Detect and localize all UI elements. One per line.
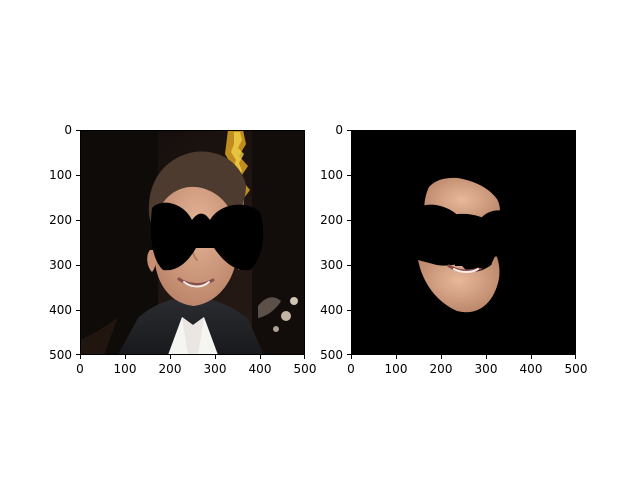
left-x-tick-label-300: 300 (203, 362, 227, 376)
left-x-tick-mark (304, 355, 305, 359)
left-y-tick-mark (76, 310, 80, 311)
right-x-tick-label-200: 200 (429, 362, 453, 376)
left-y-tick-label-100: 100 (49, 168, 72, 182)
left-x-tick-label-500: 500 (293, 362, 317, 376)
left-y-tick-label-500: 500 (49, 348, 72, 362)
right-x-tick-mark (351, 355, 352, 359)
right-y-tick-mark (347, 354, 351, 355)
left-x-tick-mark (80, 355, 81, 359)
left-y-tick-label-0: 0 (64, 123, 72, 137)
left-image-panel: 0 100 200 300 400 500 0 100 200 300 400 … (49, 123, 316, 376)
right-y-tick-label-200: 200 (320, 213, 343, 227)
left-x-tick-mark (125, 355, 126, 359)
left-x-tick-mark (260, 355, 261, 359)
left-y-tick-label-200: 200 (49, 213, 72, 227)
right-y-tick-label-100: 100 (320, 168, 343, 182)
left-y-tick-mark (76, 265, 80, 266)
right-y-tick-mark (347, 175, 351, 176)
left-x-tick-mark (170, 355, 171, 359)
right-x-tick-mark (486, 355, 487, 359)
left-x-tick-mark (215, 355, 216, 359)
right-x-tick-label-0: 0 (347, 362, 355, 376)
right-masked-photo (351, 130, 576, 355)
right-y-tick-label-400: 400 (320, 303, 343, 317)
left-y-tick-mark (76, 220, 80, 221)
left-x-tick-label-100: 100 (113, 362, 137, 376)
left-x-tick-label-200: 200 (158, 362, 182, 376)
left-y-tick-label-300: 300 (49, 258, 72, 272)
right-x-tick-label-300: 300 (474, 362, 498, 376)
right-x-tick-mark (396, 355, 397, 359)
right-x-tick-mark (531, 355, 532, 359)
right-y-tick-mark (347, 130, 351, 131)
right-y-tick-mark (347, 310, 351, 311)
left-y-tick-mark (76, 354, 80, 355)
right-x-tick-label-400: 400 (519, 362, 543, 376)
left-x-tick-label-0: 0 (76, 362, 84, 376)
right-y-tick-label-0: 0 (335, 123, 343, 137)
right-x-tick-label-100: 100 (384, 362, 408, 376)
right-y-tick-label-500: 500 (320, 348, 343, 362)
right-y-tick-label-300: 300 (320, 258, 343, 272)
right-x-tick-mark (441, 355, 442, 359)
left-y-tick-label-400: 400 (49, 303, 72, 317)
left-photo (80, 130, 305, 355)
right-y-tick-mark (347, 220, 351, 221)
right-image-panel: 0 100 200 300 400 500 0 100 200 300 400 … (320, 123, 587, 376)
left-y-tick-mark (76, 130, 80, 131)
left-x-tick-label-400: 400 (248, 362, 272, 376)
right-x-tick-mark (575, 355, 576, 359)
left-y-tick-mark (76, 175, 80, 176)
right-y-tick-mark (347, 265, 351, 266)
right-x-tick-label-500: 500 (564, 362, 588, 376)
